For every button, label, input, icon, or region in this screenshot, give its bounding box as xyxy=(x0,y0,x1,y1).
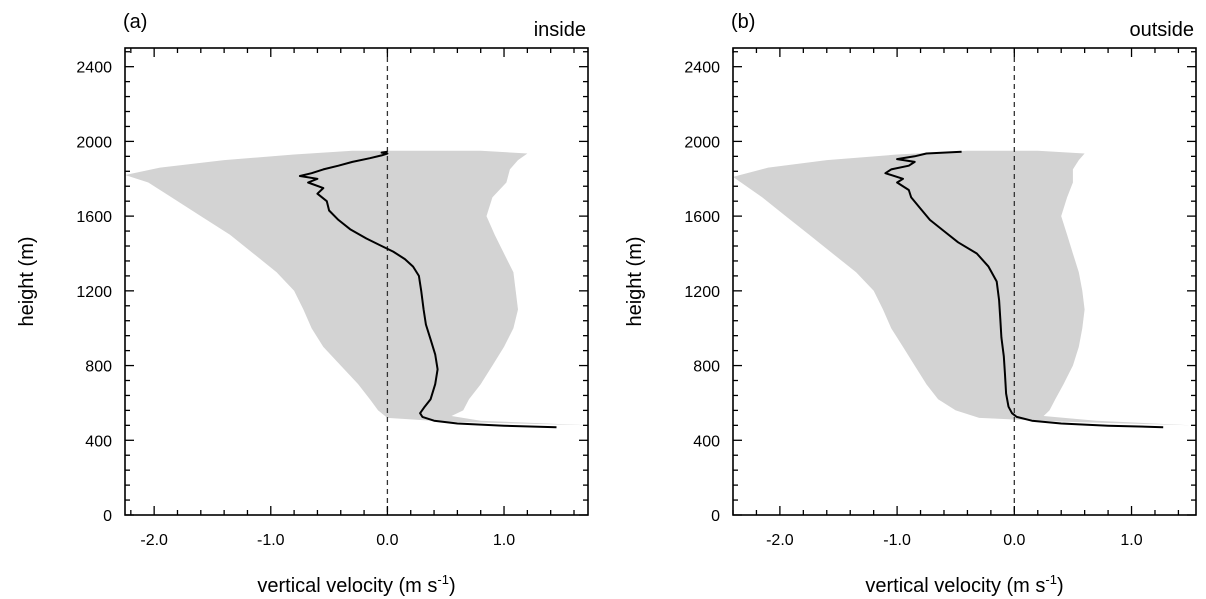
y-axis-label: height (m) xyxy=(624,236,646,326)
x-axis-label-main: vertical velocity (m s xyxy=(257,575,437,597)
y-tick-label: 1600 xyxy=(684,209,720,226)
chart-panel-2: -2.0 -1.0 0.0 1.0 0 400 800 1200 1600 2000 2400 hei… xyxy=(624,11,1197,597)
x-tick-label: 1.0 xyxy=(493,532,515,549)
x-axis-label-close: ) xyxy=(449,575,456,597)
y-tick-label: 400 xyxy=(693,433,720,450)
x-axis-label-superscript: -1 xyxy=(437,572,449,587)
panel-label: (a) xyxy=(123,11,147,33)
y-tick-label: 1600 xyxy=(76,209,112,226)
y-tick-label: 2400 xyxy=(76,60,112,77)
x-axis-label-main: vertical velocity (m s xyxy=(865,575,1045,597)
panel-title: outside xyxy=(1130,19,1195,41)
range-shading xyxy=(125,150,588,426)
panel-title: inside xyxy=(534,19,586,41)
x-tick-label: -1.0 xyxy=(257,532,285,549)
x-tick-label: 0.0 xyxy=(1003,532,1025,549)
y-tick-label: 1200 xyxy=(684,284,720,301)
y-tick-label: 400 xyxy=(85,433,112,450)
x-axis-label-close: ) xyxy=(1057,575,1064,597)
plot-frame xyxy=(124,47,589,516)
y-tick-label: 0 xyxy=(711,508,720,525)
panel-label: (b) xyxy=(731,11,755,33)
x-tick-label: 0.0 xyxy=(376,532,398,549)
x-axis-label: vertical velocity (m s-1) xyxy=(865,572,1063,597)
chart-panel-1: -2.0 -1.0 0.0 1.0 0 400 800 1200 1600 2000 2400 hei… xyxy=(16,11,589,597)
x-axis-label: vertical velocity (m s-1) xyxy=(257,572,455,597)
y-tick-label: 800 xyxy=(693,359,720,376)
x-tick-label: -2.0 xyxy=(766,532,794,549)
y-tick-label: 800 xyxy=(85,359,112,376)
x-tick-label: -2.0 xyxy=(140,532,168,549)
y-tick-label: 2000 xyxy=(76,134,112,151)
x-tick-label: 1.0 xyxy=(1120,532,1142,549)
mean-profile-line xyxy=(884,150,1164,429)
x-axis-label-superscript: -1 xyxy=(1045,572,1057,587)
mean-profile-line xyxy=(298,150,557,429)
y-tick-label: 1200 xyxy=(76,284,112,301)
y-axis-label: height (m) xyxy=(16,236,38,326)
y-tick-label: 2000 xyxy=(684,134,720,151)
x-tick-label: -1.0 xyxy=(883,532,911,549)
y-tick-label: 0 xyxy=(103,508,112,525)
y-tick-label: 2400 xyxy=(684,60,720,77)
plot-frame xyxy=(732,47,1197,516)
range-shading xyxy=(733,150,1191,426)
